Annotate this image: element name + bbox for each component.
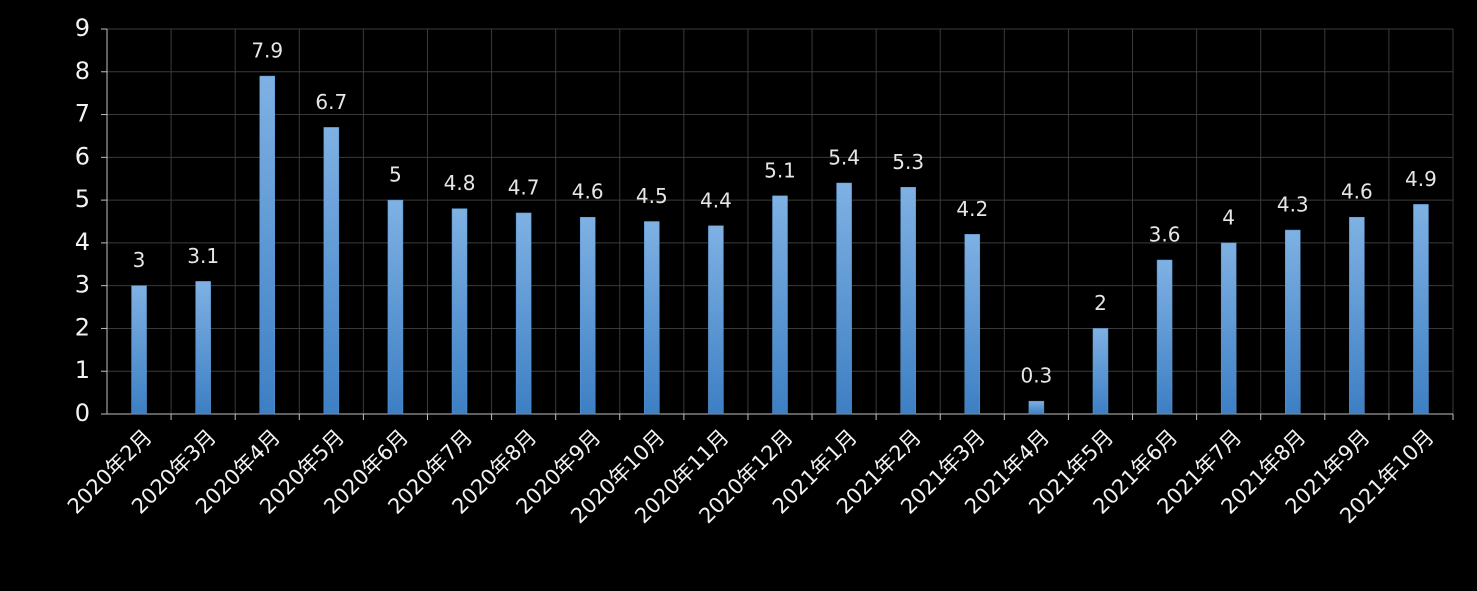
bar (1413, 204, 1429, 415)
y-tick-label: 5 (75, 185, 90, 213)
y-tick-label: 2 (75, 313, 90, 341)
bar (451, 208, 468, 415)
y-tick-label: 8 (75, 57, 90, 85)
data-label: 4.5 (636, 184, 668, 208)
bar (836, 182, 852, 415)
data-label: 7.9 (251, 39, 283, 63)
y-tick-label: 0 (75, 399, 90, 427)
data-label: 3.1 (187, 244, 219, 268)
data-label: 6.7 (315, 90, 347, 114)
data-label: 3.6 (1149, 223, 1181, 247)
data-label: 0.3 (1020, 364, 1052, 388)
bar (1092, 328, 1109, 415)
data-label: 3 (133, 248, 146, 272)
data-label: 4 (1222, 205, 1235, 229)
data-label: 4.4 (700, 188, 732, 212)
bar (772, 195, 788, 415)
y-tick-label: 3 (75, 271, 90, 299)
bar (1349, 216, 1365, 415)
bar (964, 234, 981, 415)
bar (644, 221, 660, 415)
y-tick-label: 7 (75, 100, 90, 128)
y-tick-label: 1 (75, 356, 90, 384)
bar (387, 199, 404, 415)
data-label: 4.6 (1341, 180, 1373, 204)
bar (579, 216, 596, 415)
data-label: 2 (1094, 291, 1107, 315)
bar (708, 225, 724, 415)
y-tick-label: 4 (75, 228, 90, 256)
bar (323, 127, 340, 415)
data-label: 4.6 (572, 180, 604, 204)
bar (131, 285, 147, 415)
bar (900, 187, 916, 415)
data-label: 5.4 (828, 146, 860, 170)
bar (1156, 259, 1173, 415)
data-label: 4.8 (444, 171, 476, 195)
data-label: 4.3 (1277, 193, 1309, 217)
bar (1028, 400, 1045, 415)
bar (515, 212, 532, 415)
bar (195, 281, 211, 415)
bar (259, 75, 275, 415)
bar (1220, 242, 1237, 415)
data-label: 4.2 (956, 197, 988, 221)
data-label: 4.9 (1405, 167, 1437, 191)
y-tick-label: 9 (75, 14, 90, 42)
data-label: 4.7 (508, 175, 540, 199)
data-label: 5 (389, 163, 402, 187)
y-tick-label: 6 (75, 142, 90, 170)
bar (1285, 229, 1301, 415)
data-label: 5.3 (892, 150, 924, 174)
data-label: 5.1 (764, 158, 796, 182)
